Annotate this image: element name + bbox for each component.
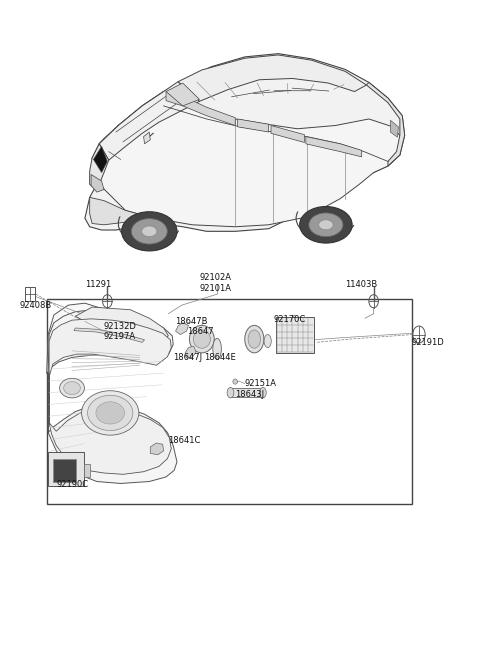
Ellipse shape: [60, 379, 84, 398]
Polygon shape: [91, 174, 104, 192]
Ellipse shape: [132, 218, 168, 244]
Polygon shape: [49, 319, 171, 474]
Ellipse shape: [248, 330, 261, 348]
Text: 11291: 11291: [85, 279, 111, 289]
Polygon shape: [90, 197, 154, 225]
Polygon shape: [166, 92, 235, 125]
Text: 18644E: 18644E: [204, 353, 236, 362]
Text: 92197A: 92197A: [104, 332, 136, 341]
Text: 92190C: 92190C: [56, 480, 88, 489]
Bar: [53, 459, 76, 482]
Bar: [84, 464, 90, 477]
Polygon shape: [48, 310, 177, 483]
Bar: [47, 298, 412, 504]
Ellipse shape: [319, 220, 333, 230]
Polygon shape: [390, 120, 398, 137]
Polygon shape: [271, 125, 304, 142]
Polygon shape: [99, 82, 199, 160]
Ellipse shape: [82, 391, 139, 435]
Text: 92191D: 92191D: [412, 338, 444, 347]
Ellipse shape: [190, 325, 214, 353]
Bar: [25, 287, 35, 301]
Bar: [276, 317, 314, 353]
Text: 92102A: 92102A: [199, 272, 231, 281]
Text: 92151A: 92151A: [245, 379, 277, 388]
Polygon shape: [75, 307, 168, 341]
Text: 11403B: 11403B: [345, 279, 377, 289]
Polygon shape: [306, 136, 362, 157]
Polygon shape: [99, 92, 402, 227]
Polygon shape: [94, 146, 108, 173]
Ellipse shape: [233, 379, 238, 384]
Ellipse shape: [227, 388, 234, 398]
Polygon shape: [85, 54, 405, 232]
Ellipse shape: [121, 212, 177, 251]
Polygon shape: [166, 83, 199, 106]
Text: 92170C: 92170C: [274, 315, 306, 324]
Ellipse shape: [193, 330, 210, 348]
Polygon shape: [238, 119, 269, 132]
Text: 18641C: 18641C: [168, 436, 201, 445]
Ellipse shape: [309, 213, 343, 237]
Text: 18647J: 18647J: [173, 353, 202, 362]
Polygon shape: [176, 323, 189, 335]
Text: 92132D: 92132D: [104, 321, 137, 331]
Polygon shape: [90, 144, 109, 191]
Polygon shape: [144, 132, 150, 144]
Text: 18647: 18647: [188, 327, 214, 337]
Ellipse shape: [260, 388, 266, 398]
Text: 92408B: 92408B: [20, 300, 52, 310]
Ellipse shape: [213, 338, 221, 359]
Polygon shape: [366, 83, 405, 166]
Ellipse shape: [64, 382, 80, 395]
Polygon shape: [150, 443, 164, 455]
Ellipse shape: [142, 226, 157, 237]
Ellipse shape: [300, 207, 352, 243]
Polygon shape: [230, 388, 263, 397]
Polygon shape: [74, 328, 144, 342]
Polygon shape: [178, 55, 366, 101]
Ellipse shape: [87, 396, 133, 430]
Ellipse shape: [96, 402, 124, 424]
Text: 18647B: 18647B: [176, 317, 208, 326]
Polygon shape: [185, 346, 196, 358]
Text: 92101A: 92101A: [199, 283, 231, 293]
Polygon shape: [47, 303, 172, 374]
Ellipse shape: [264, 335, 271, 348]
Ellipse shape: [245, 325, 264, 353]
Bar: [48, 452, 84, 486]
Text: 18643J: 18643J: [235, 390, 264, 399]
